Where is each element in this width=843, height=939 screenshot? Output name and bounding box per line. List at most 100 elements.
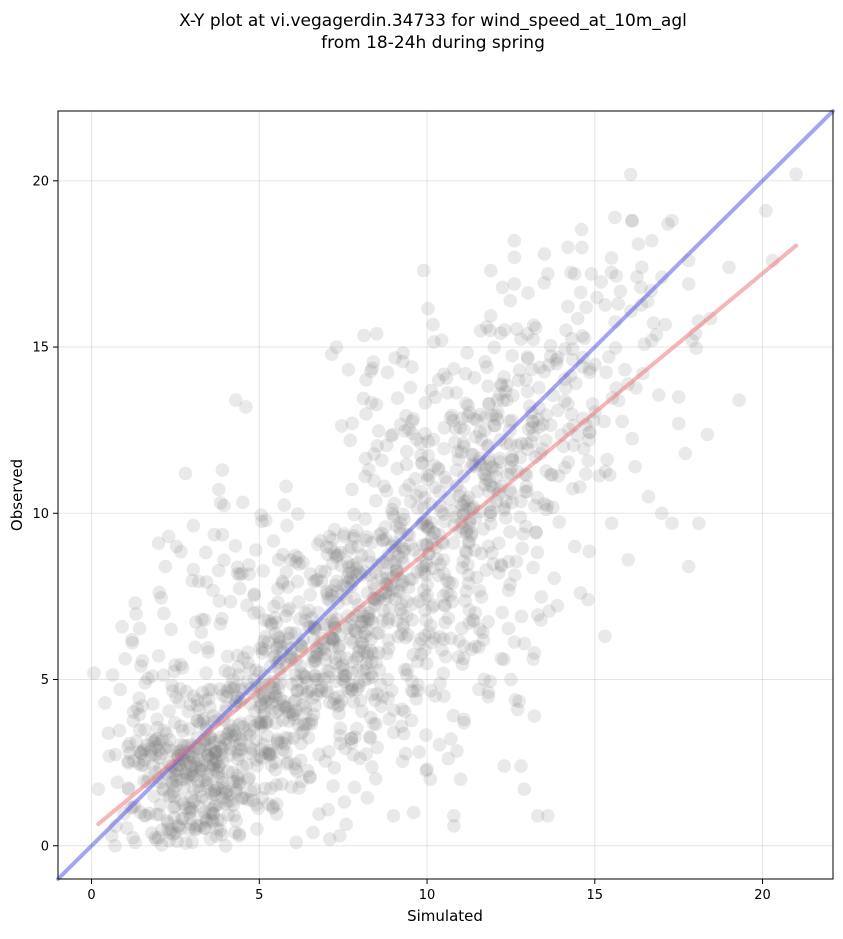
data-point: [426, 432, 441, 447]
data-point: [527, 709, 542, 723]
data-point: [306, 650, 320, 664]
data-point: [380, 646, 394, 661]
data-point: [306, 655, 320, 670]
data-point: [296, 632, 311, 646]
data-point: [503, 437, 518, 451]
data-point: [175, 661, 190, 675]
data-point: [394, 719, 409, 734]
data-point: [399, 457, 414, 472]
data-point: [155, 733, 170, 747]
data-point: [604, 265, 619, 280]
data-point: [451, 452, 466, 467]
data-point: [308, 650, 323, 664]
data-point: [590, 290, 604, 305]
data-point: [278, 730, 293, 745]
data-point: [414, 647, 428, 662]
data-point: [241, 645, 255, 660]
data-point: [152, 737, 167, 751]
data-point: [303, 567, 318, 581]
data-point: [225, 729, 239, 743]
data-point: [460, 545, 474, 560]
data-point: [512, 363, 527, 378]
data-point: [356, 609, 371, 623]
data-point: [609, 269, 624, 283]
data-point: [592, 468, 607, 483]
data-point: [239, 400, 253, 414]
data-point: [550, 599, 565, 613]
data-point: [419, 656, 434, 671]
data-point: [98, 696, 112, 710]
data-point: [313, 642, 328, 657]
data-point: [321, 591, 335, 606]
data-point: [502, 414, 517, 429]
data-point: [503, 577, 517, 592]
data-point: [241, 772, 255, 786]
data-point: [312, 807, 326, 821]
data-point: [421, 434, 436, 449]
data-point: [91, 782, 106, 796]
data-point: [431, 373, 446, 387]
data-point: [526, 318, 541, 333]
scatter-points: [87, 167, 803, 853]
data-point: [380, 556, 394, 570]
data-point: [433, 629, 447, 644]
data-point: [355, 635, 369, 650]
data-point: [294, 774, 309, 789]
data-point: [433, 504, 448, 519]
data-point: [235, 759, 250, 774]
data-point: [479, 462, 493, 477]
data-point: [301, 730, 316, 745]
data-point: [565, 342, 580, 356]
data-point: [394, 602, 408, 617]
data-point: [308, 654, 323, 669]
data-point: [436, 632, 451, 646]
data-point: [462, 534, 476, 548]
data-point: [362, 606, 376, 620]
data-point: [206, 762, 220, 776]
data-point: [213, 823, 228, 838]
data-point: [458, 366, 473, 381]
data-point: [401, 580, 416, 595]
data-point: [163, 788, 178, 803]
data-point: [330, 574, 344, 589]
data-point: [432, 463, 446, 477]
data-point: [227, 808, 241, 823]
data-point: [461, 557, 475, 572]
data-point: [289, 835, 304, 850]
data-point: [732, 393, 746, 408]
data-point: [202, 691, 216, 706]
data-point: [181, 704, 196, 719]
data-point: [396, 346, 410, 360]
data-point: [254, 514, 269, 529]
data-point: [505, 348, 519, 363]
data-point: [418, 396, 433, 410]
data-point: [314, 680, 329, 694]
data-point: [452, 489, 466, 503]
data-point: [421, 448, 436, 463]
data-point: [365, 687, 380, 702]
data-point: [232, 742, 246, 756]
data-point: [503, 293, 518, 308]
data-point: [634, 280, 648, 295]
data-point: [209, 752, 223, 767]
data-point: [413, 484, 428, 499]
data-point: [700, 427, 715, 442]
data-point: [348, 624, 363, 638]
data-point: [266, 801, 280, 815]
data-point: [184, 790, 199, 804]
data-point: [419, 520, 434, 534]
data-point: [369, 717, 383, 731]
data-point: [382, 602, 397, 617]
data-point: [581, 592, 595, 607]
data-point: [602, 350, 616, 364]
data-point: [526, 560, 540, 575]
data-point: [224, 794, 239, 809]
data-point: [410, 565, 424, 579]
data-point: [477, 466, 491, 481]
data-point: [240, 757, 254, 772]
data-point: [344, 736, 359, 750]
data-point: [499, 511, 513, 525]
data-point: [501, 583, 516, 598]
data-point: [133, 805, 148, 820]
data-point: [226, 682, 241, 697]
